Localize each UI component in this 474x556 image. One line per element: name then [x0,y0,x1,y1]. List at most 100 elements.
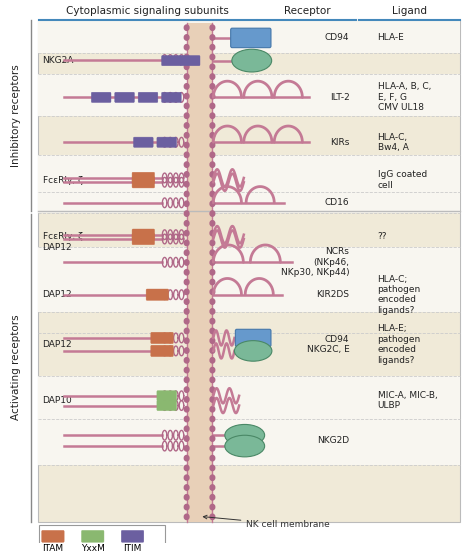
Circle shape [184,289,189,295]
Circle shape [210,54,215,59]
Text: HLA-E;
pathogen
encoded
ligands?: HLA-E; pathogen encoded ligands? [377,324,421,365]
Circle shape [184,485,189,490]
Text: ILT-2: ILT-2 [330,93,349,102]
Circle shape [184,279,189,285]
Circle shape [184,230,189,236]
Text: Activating receptors: Activating receptors [11,315,21,420]
Circle shape [184,387,189,393]
Circle shape [210,495,215,500]
Circle shape [210,328,215,334]
Text: NKG2A: NKG2A [43,56,74,65]
Circle shape [210,191,215,197]
Text: ITAM: ITAM [42,544,64,553]
FancyBboxPatch shape [138,92,158,102]
Circle shape [210,279,215,285]
Circle shape [210,426,215,431]
Circle shape [184,436,189,441]
Text: ??: ?? [377,232,387,241]
Circle shape [184,132,189,138]
Circle shape [210,289,215,295]
FancyBboxPatch shape [151,345,173,356]
Circle shape [210,358,215,363]
Text: Inhibitory receptors: Inhibitory receptors [11,64,21,167]
Circle shape [210,142,215,148]
Circle shape [184,142,189,148]
Ellipse shape [225,424,264,446]
Circle shape [184,475,189,480]
Circle shape [210,309,215,314]
FancyBboxPatch shape [115,92,135,102]
Text: YxxM: YxxM [81,544,105,553]
FancyBboxPatch shape [91,92,111,102]
Circle shape [184,406,189,412]
Text: DAP12: DAP12 [43,243,72,252]
Text: ITIM: ITIM [123,544,142,553]
Circle shape [210,250,215,255]
Circle shape [210,25,215,31]
Circle shape [184,309,189,314]
Text: HLA-C,
Bw4, A: HLA-C, Bw4, A [377,132,409,152]
Circle shape [184,201,189,206]
Text: DAP10: DAP10 [43,396,73,405]
Text: HLA-A, B, C,
E, F, G
CMV UL18: HLA-A, B, C, E, F, G CMV UL18 [377,82,431,112]
Circle shape [184,152,189,157]
Text: CD16: CD16 [325,198,349,207]
Text: KIR2DS: KIR2DS [317,290,349,299]
Circle shape [210,201,215,206]
Text: NK cell membrane: NK cell membrane [203,515,330,529]
Circle shape [210,113,215,118]
Circle shape [184,54,189,59]
Circle shape [210,132,215,138]
Circle shape [210,504,215,510]
Text: HLA-E: HLA-E [377,33,404,42]
Circle shape [184,348,189,353]
Circle shape [184,250,189,255]
Bar [38,247,459,312]
Circle shape [210,64,215,70]
Circle shape [184,319,189,324]
Circle shape [184,446,189,451]
Circle shape [184,35,189,40]
Text: IgG coated
cell: IgG coated cell [377,170,427,190]
FancyBboxPatch shape [231,28,271,48]
FancyBboxPatch shape [121,530,144,542]
Circle shape [184,74,189,80]
Circle shape [184,465,189,470]
Circle shape [210,465,215,470]
Circle shape [184,211,189,216]
FancyBboxPatch shape [236,329,271,346]
Circle shape [210,368,215,373]
Circle shape [210,152,215,157]
Circle shape [210,406,215,412]
FancyBboxPatch shape [132,177,155,188]
Circle shape [210,348,215,353]
Circle shape [210,211,215,216]
FancyBboxPatch shape [157,400,177,411]
Bar [39,525,165,547]
Circle shape [210,436,215,441]
Circle shape [210,416,215,421]
Circle shape [184,25,189,31]
Circle shape [210,172,215,177]
Bar [38,20,459,52]
Circle shape [184,123,189,128]
Circle shape [210,162,215,167]
Ellipse shape [225,435,264,457]
Circle shape [210,240,215,246]
FancyBboxPatch shape [82,530,104,542]
Circle shape [184,181,189,187]
FancyBboxPatch shape [180,56,200,66]
Text: Cytoplasmic signaling subunits: Cytoplasmic signaling subunits [66,6,229,16]
Circle shape [184,377,189,383]
Bar [38,419,459,465]
Text: DAP12: DAP12 [43,290,72,299]
Circle shape [184,103,189,108]
Text: HLA-C;
pathogen
encoded
ligands?: HLA-C; pathogen encoded ligands? [377,275,421,315]
Circle shape [184,113,189,118]
FancyBboxPatch shape [157,391,177,401]
Bar [187,23,212,522]
Circle shape [184,93,189,99]
Circle shape [210,35,215,40]
Text: CD94
NKG2C, E: CD94 NKG2C, E [307,335,349,354]
Text: Ligand: Ligand [392,6,427,16]
